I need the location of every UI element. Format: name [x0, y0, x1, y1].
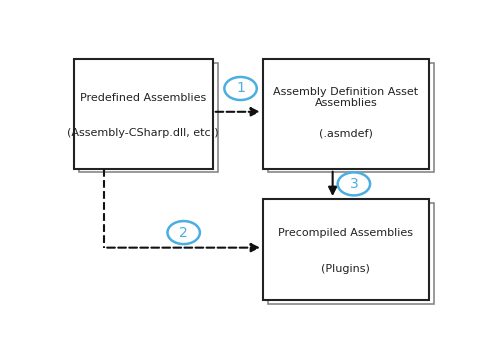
Text: 2: 2 [179, 226, 188, 240]
Text: (.asmdef): (.asmdef) [319, 128, 373, 138]
Text: 3: 3 [350, 177, 358, 191]
FancyBboxPatch shape [263, 59, 429, 169]
FancyBboxPatch shape [74, 59, 213, 169]
Text: (Plugins): (Plugins) [322, 264, 371, 274]
FancyBboxPatch shape [268, 63, 434, 172]
Text: (Assembly-CSharp.dll, etc.): (Assembly-CSharp.dll, etc.) [68, 128, 219, 138]
Circle shape [338, 172, 370, 195]
FancyBboxPatch shape [268, 203, 434, 304]
FancyBboxPatch shape [263, 199, 429, 300]
Circle shape [167, 221, 200, 244]
Text: Predefined Assemblies: Predefined Assemblies [80, 93, 207, 103]
Circle shape [224, 77, 257, 100]
Text: 1: 1 [236, 82, 245, 95]
Text: Assembly Definition Asset
Assemblies: Assembly Definition Asset Assemblies [273, 87, 418, 108]
Text: Precompiled Assemblies: Precompiled Assemblies [278, 228, 413, 238]
FancyBboxPatch shape [79, 63, 218, 172]
